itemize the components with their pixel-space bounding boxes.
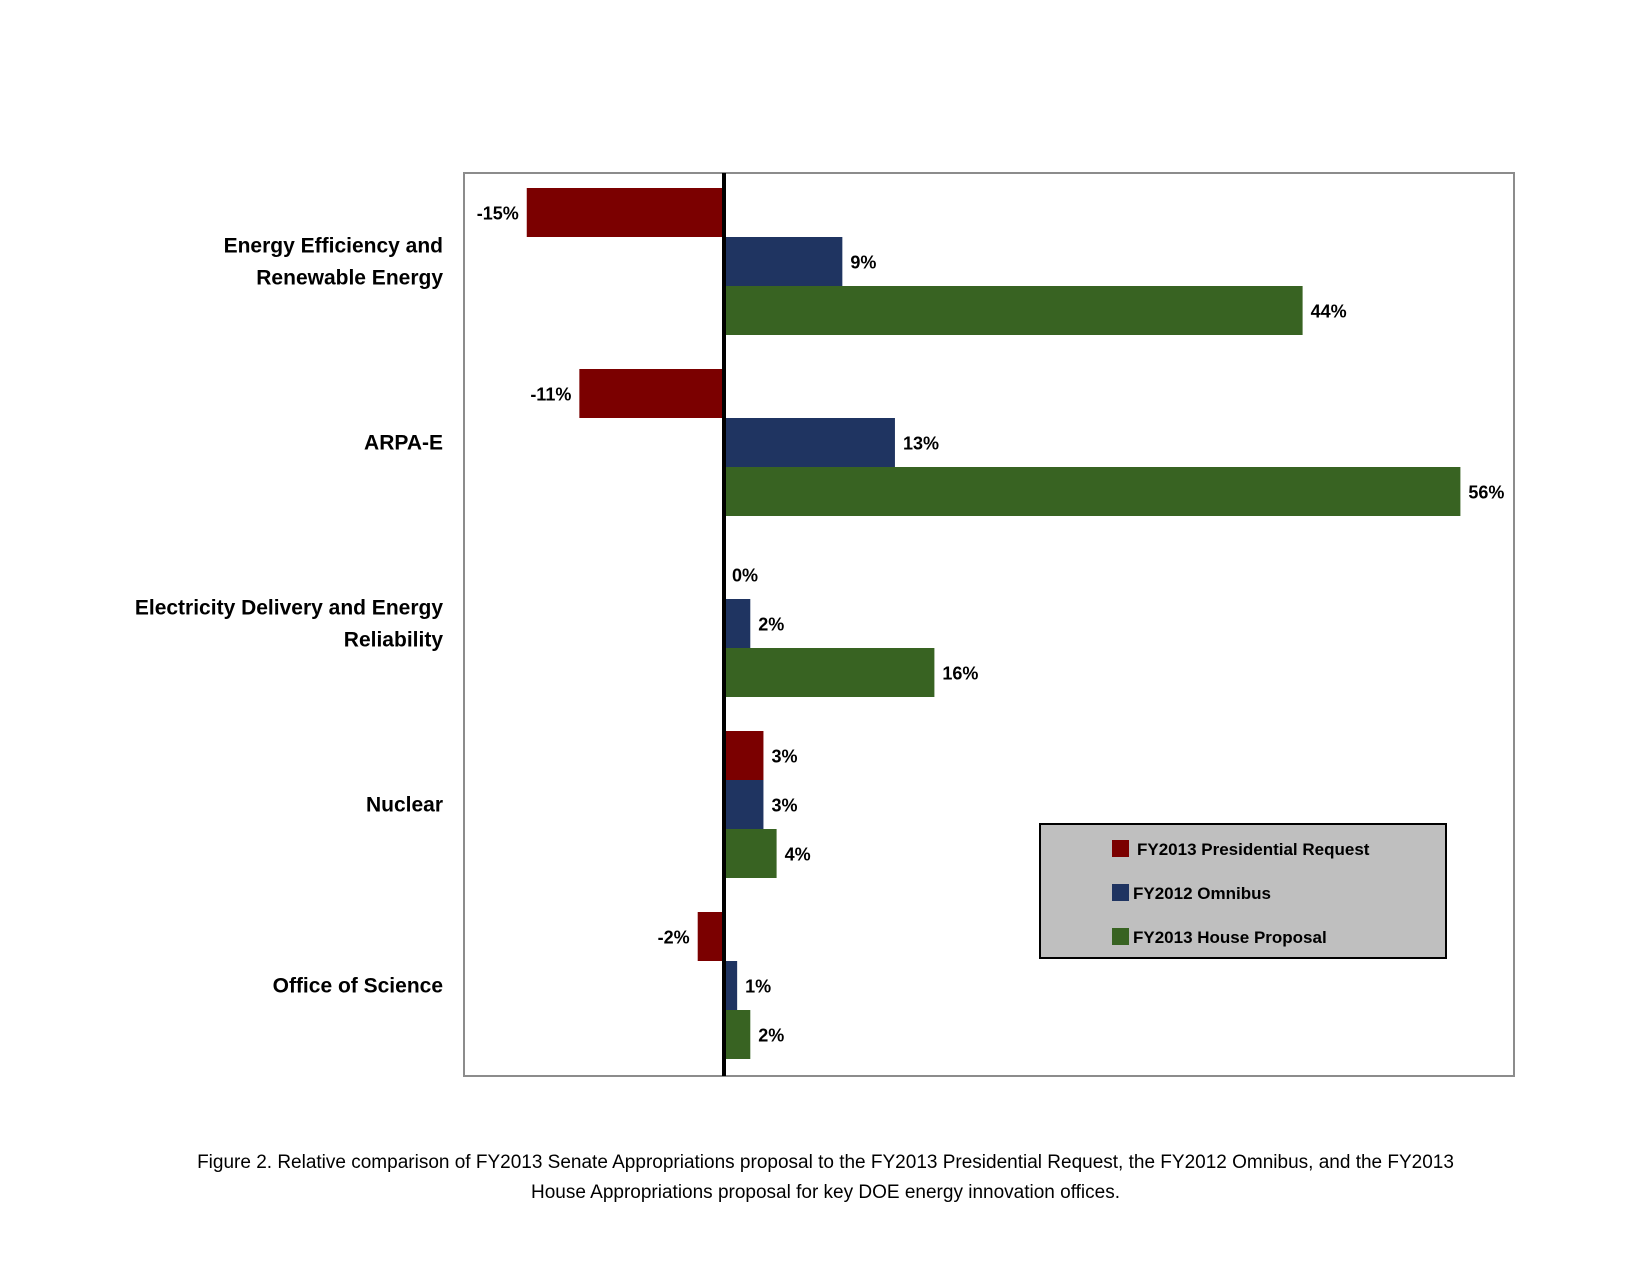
bar-arpa-e-fy2013-house-proposal [724,467,1461,516]
value-label-nuclear-fy2012-omnibus: 3% [771,796,797,816]
category-label-electricity-delivery-and-energy-reliability-line-1: Electricity Delivery and Energy [135,597,443,620]
value-label-office-of-science-fy2013-house-proposal: 2% [758,1026,784,1046]
figure-caption: Figure 2. Relative comparison of FY2013 … [120,1148,1531,1208]
bar-arpa-e-fy2013-presidential-request [579,369,724,418]
bar-electricity-delivery-and-energy-reliability-fy2012-omnibus [724,599,751,648]
bars-layer [526,188,1461,1059]
value-label-arpa-e-fy2012-omnibus: 13% [903,434,939,454]
category-label-energy-efficiency-and-renewable-energy-line-2: Renewable Energy [256,267,443,290]
value-label-electricity-delivery-and-energy-reliability-fy2012-omnibus: 2% [758,615,784,635]
legend-label-fy2013-presidential-request: FY2013 Presidential Request [1137,840,1370,859]
bar-office-of-science-fy2013-presidential-request [697,912,724,961]
legend-swatch-fy2013-house-proposal [1112,928,1129,945]
category-label-office-of-science: Office of Science [273,975,443,998]
value-label-nuclear-fy2013-house-proposal: 4% [785,845,811,865]
legend-box [1039,823,1447,959]
value-label-energy-efficiency-and-renewable-energy-fy2012-omnibus: 9% [850,253,876,273]
bar-arpa-e-fy2012-omnibus [724,418,895,467]
legend-items: FY2013 Presidential Request FY2012 Omnibu… [1112,840,1370,947]
legend-swatch-fy2013-presidential-request [1112,840,1129,857]
legend-label-fy2013-house-proposal: FY2013 House Proposal [1133,928,1327,947]
bar-office-of-science-fy2013-house-proposal [724,1010,751,1059]
value-label-arpa-e-fy2013-presidential-request: -11% [530,385,571,405]
legend: FY2013 Presidential Request FY2012 Omnibu… [1039,823,1447,959]
value-label-energy-efficiency-and-renewable-energy-fy2013-house-proposal: 44% [1311,302,1347,322]
category-label-electricity-delivery-and-energy-reliability-line-2: Reliability [344,629,444,652]
bar-energy-efficiency-and-renewable-energy-fy2013-house-proposal [724,286,1303,335]
labels-layer: Energy Efficiency and Renewable Energy -15… [135,204,1505,1046]
category-label-nuclear: Nuclear [366,794,443,817]
bar-nuclear-fy2013-house-proposal [724,829,777,878]
value-label-electricity-delivery-and-energy-reliability-fy2013-house-proposal: 16% [942,664,978,684]
category-label-arpa-e: ARPA-E [364,432,443,455]
bar-electricity-delivery-and-energy-reliability-fy2013-house-proposal [724,648,935,697]
bar-nuclear-fy2013-presidential-request [724,731,764,780]
category-label-energy-efficiency-and-renewable-energy-line-1: Energy Efficiency and [224,235,443,258]
legend-label-fy2012-omnibus: FY2012 Omnibus [1133,884,1271,903]
bar-energy-efficiency-and-renewable-energy-fy2013-presidential-request [526,188,724,237]
bar-nuclear-fy2012-omnibus [724,780,764,829]
bar-energy-efficiency-and-renewable-energy-fy2012-omnibus [724,237,843,286]
value-label-office-of-science-fy2013-presidential-request: -2% [658,928,690,948]
value-label-office-of-science-fy2012-omnibus: 1% [745,977,771,997]
value-label-nuclear-fy2013-presidential-request: 3% [771,747,797,767]
caption-line-1: Figure 2. Relative comparison of FY2013 … [197,1152,1454,1173]
caption-line-2: House Appropriations proposal for key DO… [531,1182,1120,1203]
value-label-arpa-e-fy2013-house-proposal: 56% [1468,483,1504,503]
value-label-energy-efficiency-and-renewable-energy-fy2013-presidential-request: -15% [477,204,519,224]
value-label-electricity-delivery-and-energy-reliability-fy2013-presidential-request: 0% [732,566,758,586]
bar-office-of-science-fy2012-omnibus [724,961,738,1010]
legend-swatch-fy2012-omnibus [1112,884,1129,901]
bar-chart: Energy Efficiency and Renewable Energy -15… [135,172,1515,1077]
